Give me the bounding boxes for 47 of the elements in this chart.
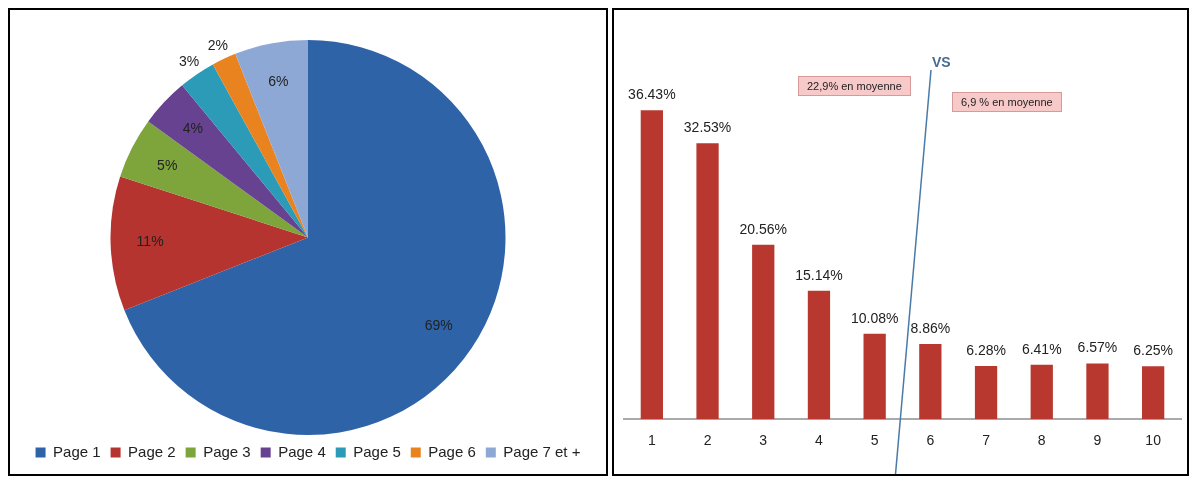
text: 6,9 % en moyenne bbox=[952, 92, 1062, 112]
x-tick-label: 9 bbox=[1093, 432, 1102, 449]
bar bbox=[1030, 364, 1053, 420]
legend-label: Page 6 bbox=[428, 442, 476, 460]
x-tick-label: 5 bbox=[870, 432, 879, 449]
data-label: 15.14% bbox=[795, 266, 843, 283]
x-tick-label: 3 bbox=[759, 432, 768, 449]
bar bbox=[696, 143, 719, 420]
data-label: 11% bbox=[136, 233, 164, 250]
x-tick-label: 8 bbox=[1037, 432, 1046, 449]
bar bbox=[1142, 366, 1165, 420]
bar bbox=[640, 110, 663, 420]
data-label: 3% bbox=[179, 53, 200, 70]
legend-label: Page 7 et + bbox=[503, 442, 581, 460]
legend-label: Page 4 bbox=[278, 442, 326, 460]
data-label: 2% bbox=[207, 36, 229, 53]
data-label: 6.25% bbox=[1133, 342, 1173, 359]
data-label: 6.57% bbox=[1077, 339, 1118, 356]
x-tick-label: 6 bbox=[926, 432, 935, 449]
data-label: 69% bbox=[424, 317, 453, 334]
data-label: 20.56% bbox=[739, 220, 787, 237]
x-tick-label: 2 bbox=[703, 432, 712, 449]
bar bbox=[863, 333, 886, 420]
bar bbox=[752, 244, 775, 420]
x-tick-label: 4 bbox=[815, 432, 824, 449]
data-label: 6.41% bbox=[1021, 340, 1062, 357]
data-label: 36.43% bbox=[628, 86, 676, 103]
legend-label: Page 3 bbox=[203, 442, 251, 460]
bar bbox=[807, 290, 831, 420]
data-label: 32.53% bbox=[683, 119, 732, 136]
legend-label: Page 2 bbox=[128, 442, 176, 460]
data-label: 6% bbox=[268, 73, 289, 90]
data-label: 8.86% bbox=[910, 319, 951, 336]
text: VS bbox=[932, 54, 951, 70]
data-label: 5% bbox=[157, 156, 178, 173]
legend-label: Page 1 bbox=[53, 442, 101, 460]
x-tick-label: 10 bbox=[1145, 432, 1162, 449]
x-tick-label: 1 bbox=[647, 432, 656, 449]
x-tick-label: 7 bbox=[982, 432, 991, 449]
data-label: 6.28% bbox=[966, 341, 1006, 358]
bar bbox=[974, 365, 998, 420]
legend-label: Page 5 bbox=[353, 442, 401, 460]
bar bbox=[919, 344, 942, 420]
data-label: 10.08% bbox=[850, 309, 899, 326]
bar bbox=[1086, 363, 1109, 420]
text: 22,9% en moyenne bbox=[798, 76, 911, 96]
data-label: 4% bbox=[182, 120, 203, 137]
